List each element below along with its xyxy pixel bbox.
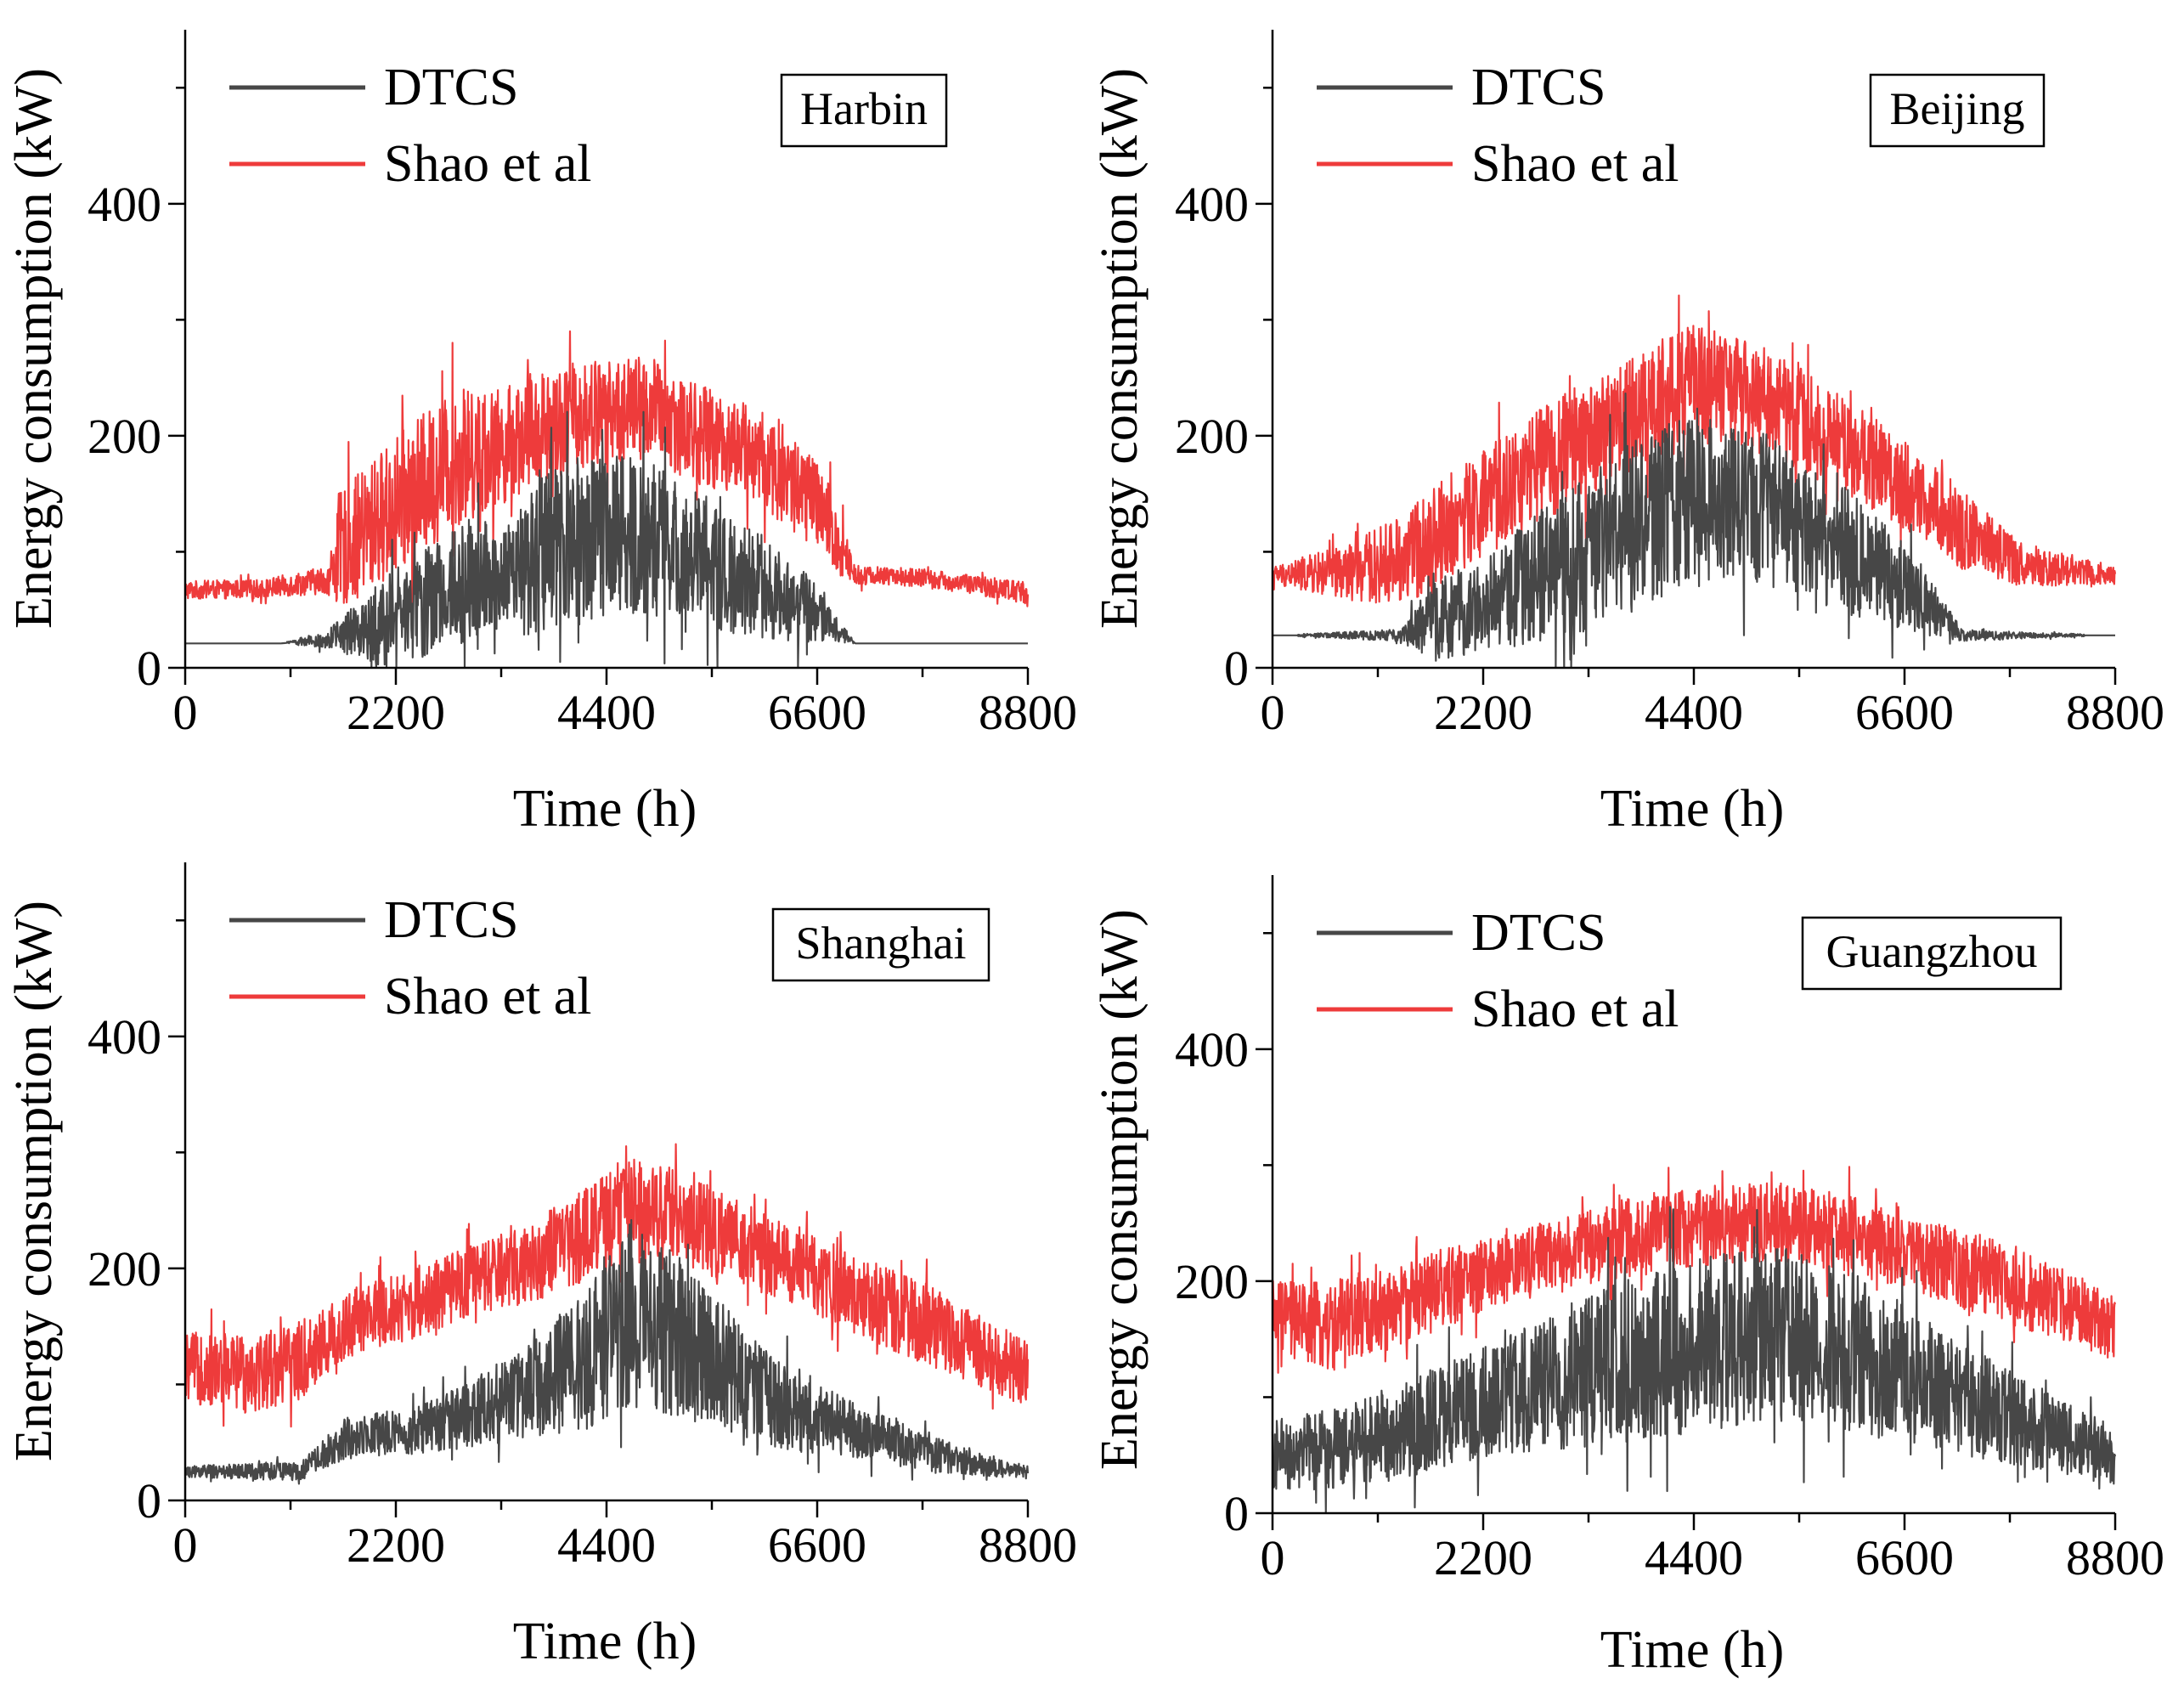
series-line-shao-et-al xyxy=(183,1143,1030,1428)
y-axis-label-group: Energy consumption (kW) xyxy=(1091,909,1148,1470)
series-line-dtcs xyxy=(184,1218,1030,1485)
y-axis-label-group: Energy consumption (kW) xyxy=(1091,68,1148,629)
city-label: Guangzhou xyxy=(1826,926,2038,977)
panel-shanghai: 0 2200 4400 6600 8800 0 200 400 Energy consumpt… xyxy=(5,862,1077,1670)
y-axis-label: Energy consumption (kW) xyxy=(5,901,63,1461)
y-tick-label: 200 xyxy=(87,409,161,464)
series-line-shao-et-al xyxy=(1271,1166,2117,1374)
x-axis-label: Time (h) xyxy=(1600,780,1784,838)
y-tick-label: 200 xyxy=(87,1241,161,1297)
x-tick-label: 0 xyxy=(173,685,198,740)
y-axis-label-group: Energy consumption (kW) xyxy=(5,901,63,1461)
x-tick-label: 4400 xyxy=(557,685,656,740)
x-tick-label: 6600 xyxy=(768,1517,866,1573)
y-tick-label: 200 xyxy=(1175,409,1249,464)
y-axis-label: Energy consumption (kW) xyxy=(1091,909,1148,1470)
x-tick-label: 4400 xyxy=(1645,685,1743,740)
y-axis-label-group: Energy consumption (kW) xyxy=(5,68,63,629)
city-label-box xyxy=(780,73,948,148)
x-tick-label: 2200 xyxy=(1434,685,1532,740)
panel-guangzhou: 0 2200 4400 6600 8800 0 200 400 Energy consumpt… xyxy=(1091,875,2164,1679)
city-label-box xyxy=(771,907,990,982)
x-tick-label: 8800 xyxy=(2066,685,2164,740)
y-tick-label: 0 xyxy=(1224,641,1249,696)
y-tick-label: 0 xyxy=(137,1473,161,1528)
panel-beijing: 0 2200 4400 6600 8800 0 200 400 Energy consumpt… xyxy=(1091,30,2164,838)
y-tick-label: 0 xyxy=(137,641,161,696)
panel-harbin: 0 2200 4400 6600 8800 0 200 400 Energy consumpt… xyxy=(5,30,1077,838)
legend-label-dtcs: DTCS xyxy=(384,891,518,949)
x-tick-label: 6600 xyxy=(768,685,866,740)
y-tick-label: 200 xyxy=(1175,1254,1249,1309)
x-tick-label: 8800 xyxy=(979,685,1077,740)
x-tick-label: 6600 xyxy=(1855,1530,1954,1585)
x-tick-label: 0 xyxy=(1261,1530,1285,1585)
city-label: Beijing xyxy=(1890,83,2025,134)
y-tick-label: 400 xyxy=(1175,177,1249,232)
series-line-shao-et-al xyxy=(184,330,1030,609)
city-label: Shanghai xyxy=(796,918,967,969)
plot-area: 0 2200 4400 6600 8800 0 200 400 xyxy=(87,862,1077,1573)
y-tick-label: 0 xyxy=(1224,1486,1249,1541)
plot-area: 0 2200 4400 6600 8800 0 200 400 xyxy=(1175,875,2164,1585)
legend-label-dtcs: DTCS xyxy=(1471,59,1606,116)
x-tick-label: 2200 xyxy=(347,1517,445,1573)
series-line-dtcs xyxy=(1272,393,2116,668)
plot-area: 0 2200 4400 6600 8800 0 200 400 xyxy=(1175,30,2164,740)
legend: DTCS Shao et al xyxy=(1317,904,1679,1038)
city-label: Harbin xyxy=(800,83,928,134)
x-axis-label: Time (h) xyxy=(1600,1621,1784,1679)
plot-area: 0 2200 4400 6600 8800 0 200 400 xyxy=(87,30,1077,740)
legend: DTCS Shao et al xyxy=(229,891,592,1025)
y-tick-label: 400 xyxy=(1175,1022,1249,1077)
series-line-dtcs xyxy=(184,410,1029,668)
legend-label-shao: Shao et al xyxy=(1471,135,1679,193)
legend-label-shao: Shao et al xyxy=(384,968,592,1025)
x-tick-label: 4400 xyxy=(557,1517,656,1573)
y-axis-label: Energy consumption (kW) xyxy=(1091,68,1148,629)
city-label-box xyxy=(1801,916,2063,991)
x-tick-label: 2200 xyxy=(1434,1530,1532,1585)
y-axis-label: Energy consumption (kW) xyxy=(5,68,63,629)
legend-label-shao: Shao et al xyxy=(384,135,592,193)
x-tick-label: 0 xyxy=(1261,685,1285,740)
legend: DTCS Shao et al xyxy=(1317,59,1679,193)
series-line-dtcs xyxy=(1271,1206,2117,1513)
x-tick-label: 0 xyxy=(173,1517,198,1573)
legend-label-shao: Shao et al xyxy=(1471,980,1679,1038)
x-axis-label: Time (h) xyxy=(513,780,697,838)
legend-label-dtcs: DTCS xyxy=(1471,904,1606,962)
x-tick-label: 8800 xyxy=(979,1517,1077,1573)
x-tick-label: 8800 xyxy=(2066,1530,2164,1585)
x-tick-label: 6600 xyxy=(1855,685,1954,740)
x-tick-label: 4400 xyxy=(1645,1530,1743,1585)
x-axis-label: Time (h) xyxy=(513,1613,697,1670)
legend-label-dtcs: DTCS xyxy=(384,59,518,116)
city-label-box xyxy=(1869,73,2046,148)
x-tick-label: 2200 xyxy=(347,685,445,740)
y-tick-label: 400 xyxy=(87,177,161,232)
legend: DTCS Shao et al xyxy=(229,59,592,193)
series-line-shao-et-al xyxy=(1271,294,2117,624)
y-tick-label: 400 xyxy=(87,1009,161,1065)
